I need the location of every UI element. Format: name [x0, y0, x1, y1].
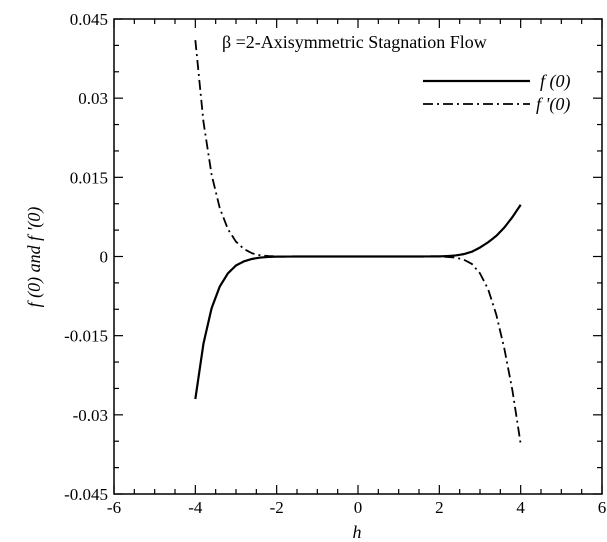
y-tick-label: -0.045 — [64, 485, 108, 504]
x-tick-label: -6 — [107, 498, 121, 517]
x-tick-label: 6 — [598, 498, 607, 517]
ticks-layer — [113, 18, 603, 495]
x-tick-label: 4 — [516, 498, 525, 517]
y-tick-label: -0.03 — [73, 406, 108, 425]
y-tick-label: 0 — [100, 248, 109, 267]
series-line-f0 — [194, 204, 522, 400]
x-tick-label: -2 — [270, 498, 284, 517]
tick-labels-layer: -6 -4 -2 0 2 4 6 -0.045 -0.03 -0.015 0 0.015 0.03 0.0… — [64, 10, 606, 517]
y-tick-label: -0.015 — [64, 327, 108, 346]
series-layer — [194, 40, 522, 444]
legend: f (0) f '(0) — [423, 71, 571, 115]
x-tick-label: -4 — [188, 498, 203, 517]
y-tick-label: 0.03 — [78, 89, 108, 108]
legend-label-fprime0: f '(0) — [536, 94, 570, 115]
series-line-fprime0 — [194, 40, 522, 444]
x-axis-label: h — [353, 522, 362, 542]
y-tick-label: 0.015 — [70, 168, 108, 187]
y-axis-label: f (0) and f '(0) — [24, 207, 45, 308]
x-tick-label: 2 — [435, 498, 444, 517]
y-tick-label: 0.045 — [70, 10, 108, 29]
legend-label-f0: f (0) — [540, 71, 571, 92]
chart-title: β =2-Axisymmetric Stagnation Flow — [222, 32, 487, 52]
x-tick-label: 0 — [354, 498, 363, 517]
